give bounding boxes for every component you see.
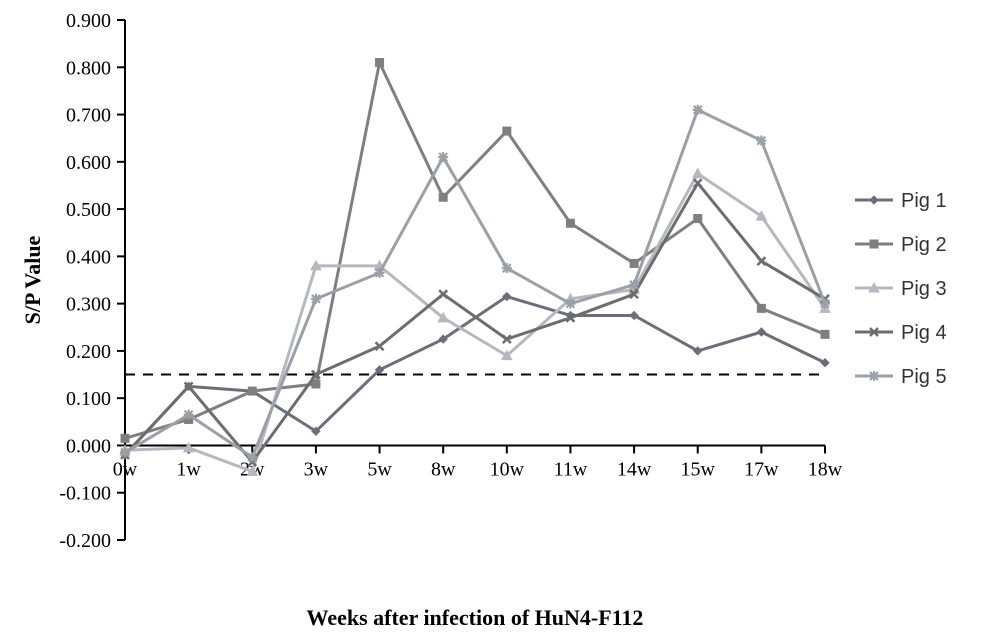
svg-text:1w: 1w <box>176 458 201 480</box>
svg-text:0.200: 0.200 <box>66 341 111 363</box>
svg-text:0.600: 0.600 <box>66 152 111 174</box>
svg-text:18w: 18w <box>808 458 843 480</box>
x-axis-label: Weeks after infection of HuN4-F112 <box>307 605 644 630</box>
svg-text:11w: 11w <box>554 458 588 480</box>
y-axis-label: S/P Value <box>20 235 45 324</box>
legend-item-pig-2: Pig 2 <box>855 234 947 256</box>
svg-text:-0.200: -0.200 <box>59 530 111 552</box>
svg-text:10w: 10w <box>490 458 525 480</box>
svg-text:3w: 3w <box>304 458 329 480</box>
chart-container: -0.200 -0.100 0.000 0.100 0.200 0.300 0.400 0.5… <box>0 0 1000 638</box>
svg-text:0.700: 0.700 <box>66 105 111 127</box>
svg-text:0.300: 0.300 <box>66 294 111 316</box>
svg-text:14w: 14w <box>617 458 652 480</box>
legend-item-pig-1: Pig 1 <box>855 190 947 212</box>
series-pig-5 <box>120 105 830 462</box>
svg-text:8w: 8w <box>431 458 456 480</box>
svg-text:5w: 5w <box>367 458 392 480</box>
legend-label: Pig 1 <box>901 190 947 212</box>
legend-label: Pig 5 <box>901 366 947 388</box>
svg-text:17w: 17w <box>744 458 779 480</box>
legend-label: Pig 3 <box>901 278 947 300</box>
svg-text:0w: 0w <box>113 458 138 480</box>
series-pig-2 <box>121 59 829 443</box>
legend-label: Pig 2 <box>901 234 947 256</box>
svg-text:-0.100: -0.100 <box>59 483 111 505</box>
svg-text:0.800: 0.800 <box>66 57 111 79</box>
svg-text:15w: 15w <box>681 458 716 480</box>
legend-label: Pig 4 <box>901 322 947 344</box>
legend-item-pig-5: Pig 5 <box>855 366 947 388</box>
svg-text:0.000: 0.000 <box>66 435 111 457</box>
svg-text:0.400: 0.400 <box>66 246 111 268</box>
svg-text:0.900: 0.900 <box>66 10 111 32</box>
legend-item-pig-4: Pig 4 <box>855 322 947 344</box>
svg-text:0.100: 0.100 <box>66 388 111 410</box>
legend-item-pig-3: Pig 3 <box>855 278 947 300</box>
series-pig-4 <box>121 179 829 466</box>
svg-text:0.500: 0.500 <box>66 199 111 221</box>
